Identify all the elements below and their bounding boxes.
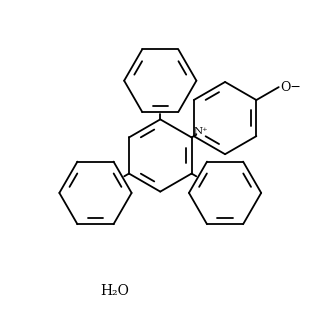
Text: N⁺: N⁺ <box>194 127 208 136</box>
Text: O−: O− <box>280 81 301 94</box>
Text: H₂O: H₂O <box>101 284 129 298</box>
